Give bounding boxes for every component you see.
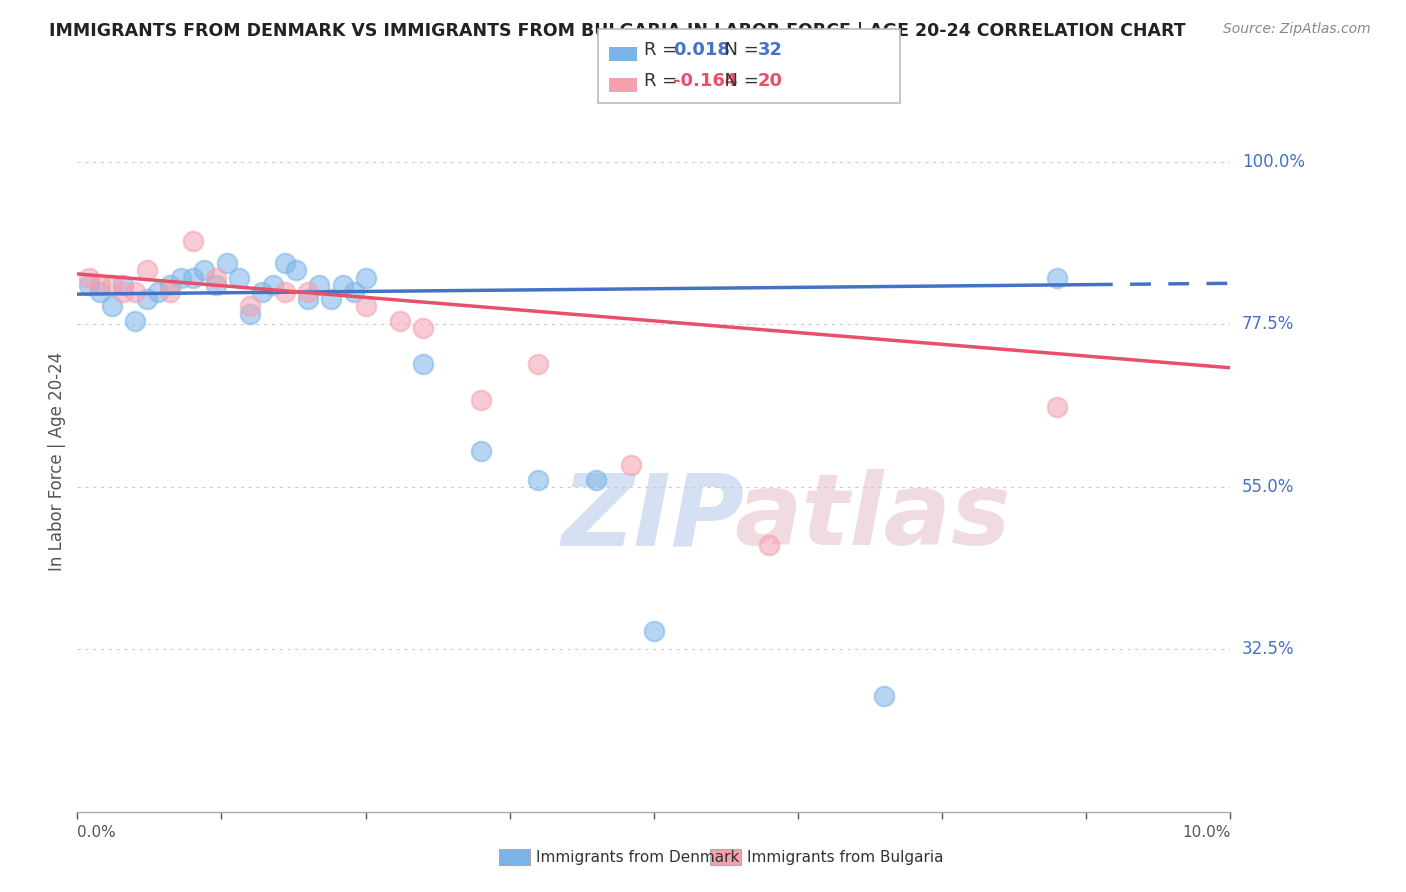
- Point: [112, 277, 135, 292]
- Point: [274, 285, 297, 299]
- Point: [101, 277, 124, 292]
- Point: [758, 538, 780, 552]
- Text: IMMIGRANTS FROM DENMARK VS IMMIGRANTS FROM BULGARIA IN LABOR FORCE | AGE 20-24 C: IMMIGRANTS FROM DENMARK VS IMMIGRANTS FR…: [49, 22, 1185, 40]
- Point: [193, 263, 215, 277]
- Point: [228, 270, 250, 285]
- Point: [319, 292, 342, 306]
- Point: [285, 263, 308, 277]
- Point: [239, 307, 262, 321]
- Point: [308, 277, 330, 292]
- Point: [204, 277, 226, 292]
- Point: [585, 473, 607, 487]
- Point: [412, 321, 434, 335]
- Point: [262, 277, 284, 292]
- Point: [470, 393, 492, 408]
- Point: [89, 277, 111, 292]
- Point: [412, 357, 434, 371]
- Point: [217, 256, 239, 270]
- Text: 100.0%: 100.0%: [1241, 153, 1305, 171]
- Point: [112, 285, 135, 299]
- Text: N =: N =: [713, 41, 765, 59]
- Point: [124, 314, 146, 328]
- Point: [135, 292, 157, 306]
- Point: [643, 624, 665, 639]
- Point: [527, 357, 550, 371]
- Point: [873, 690, 896, 704]
- Text: 0.0%: 0.0%: [77, 825, 117, 839]
- Text: N =: N =: [713, 71, 765, 89]
- Point: [89, 285, 111, 299]
- Text: 32: 32: [758, 41, 783, 59]
- Text: Immigrants from Denmark: Immigrants from Denmark: [536, 850, 740, 864]
- Text: -0.164: -0.164: [673, 71, 738, 89]
- Text: Immigrants from Bulgaria: Immigrants from Bulgaria: [747, 850, 943, 864]
- Point: [159, 277, 181, 292]
- Point: [250, 285, 273, 299]
- Point: [343, 285, 366, 299]
- Point: [181, 270, 204, 285]
- Y-axis label: In Labor Force | Age 20-24: In Labor Force | Age 20-24: [48, 352, 66, 571]
- Text: 55.0%: 55.0%: [1241, 478, 1294, 496]
- Point: [77, 270, 100, 285]
- Text: 77.5%: 77.5%: [1241, 316, 1294, 334]
- Point: [297, 285, 319, 299]
- Text: atlas: atlas: [734, 469, 1011, 566]
- Point: [146, 285, 169, 299]
- Point: [204, 270, 226, 285]
- Point: [470, 443, 492, 458]
- Point: [124, 285, 146, 299]
- Text: 32.5%: 32.5%: [1241, 640, 1295, 658]
- Text: 20: 20: [758, 71, 783, 89]
- Point: [135, 263, 157, 277]
- Point: [354, 270, 377, 285]
- Point: [354, 300, 377, 314]
- Point: [527, 473, 550, 487]
- Point: [159, 285, 181, 299]
- Point: [101, 300, 124, 314]
- Text: R =: R =: [644, 71, 683, 89]
- Text: Source: ZipAtlas.com: Source: ZipAtlas.com: [1223, 22, 1371, 37]
- Point: [1046, 270, 1069, 285]
- Point: [170, 270, 193, 285]
- Text: R =: R =: [644, 41, 683, 59]
- Text: 10.0%: 10.0%: [1182, 825, 1230, 839]
- Point: [297, 292, 319, 306]
- Point: [620, 458, 643, 473]
- Point: [239, 300, 262, 314]
- Point: [389, 314, 412, 328]
- Point: [332, 277, 354, 292]
- Point: [274, 256, 297, 270]
- Point: [1046, 401, 1069, 415]
- Point: [181, 235, 204, 249]
- Text: ZIP: ZIP: [561, 469, 745, 566]
- Text: 0.018: 0.018: [673, 41, 731, 59]
- Point: [77, 277, 100, 292]
